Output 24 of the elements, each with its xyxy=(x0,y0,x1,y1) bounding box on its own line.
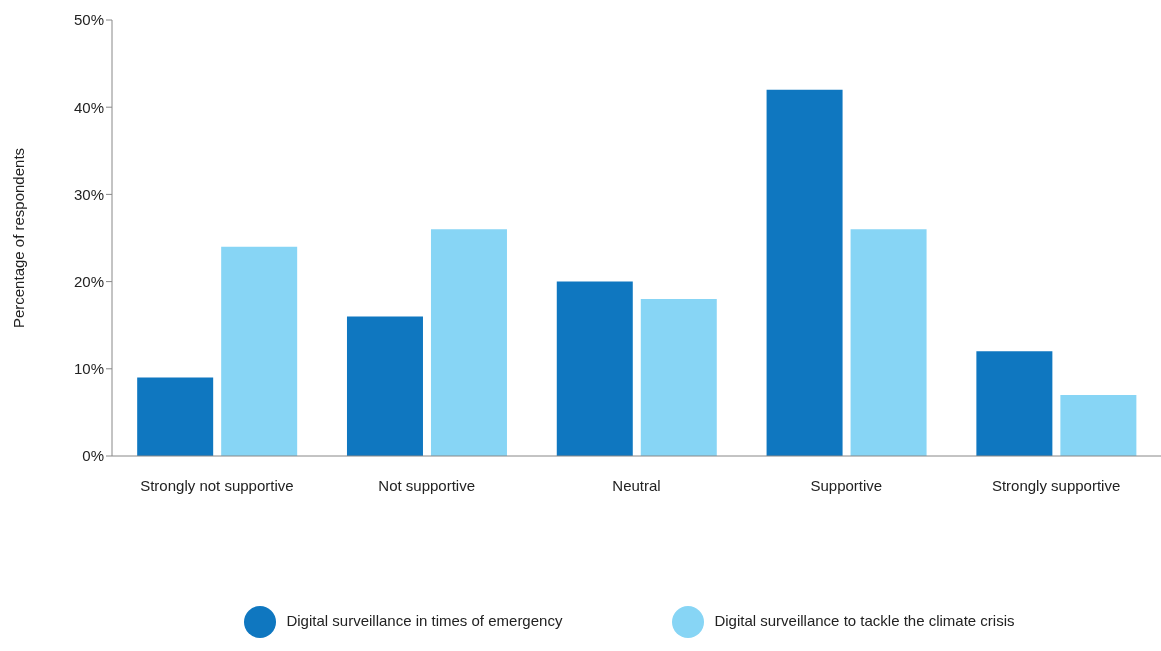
bar xyxy=(766,89,843,456)
x-tick-label: Not supportive xyxy=(378,476,476,494)
y-tick-label: 0% xyxy=(82,447,104,465)
x-tick-label: Strongly not supportive xyxy=(140,476,294,494)
x-tick-label: Neutral xyxy=(612,476,661,494)
bar xyxy=(640,299,717,456)
y-tick-label: 20% xyxy=(73,272,104,290)
x-tick-label: Strongly supportive xyxy=(991,476,1121,494)
bar xyxy=(346,316,423,456)
bar xyxy=(430,229,507,456)
x-tick-label: Supportive xyxy=(810,476,883,494)
bar xyxy=(137,377,214,456)
bar xyxy=(1060,394,1137,456)
bar xyxy=(850,229,927,456)
bar xyxy=(976,351,1053,456)
y-tick-label: 50% xyxy=(73,11,104,29)
legend-label: Digital surveillance in times of emergency xyxy=(286,611,563,629)
y-tick-label: 30% xyxy=(73,185,104,203)
y-tick-label: 40% xyxy=(73,98,104,116)
legend-label: Digital surveillance to tackle the climate crisis xyxy=(714,611,1015,629)
y-axis-title: Percentage of respondents xyxy=(10,147,28,329)
bar xyxy=(221,246,298,456)
y-tick-label: 10% xyxy=(73,360,104,378)
bar xyxy=(556,281,633,456)
